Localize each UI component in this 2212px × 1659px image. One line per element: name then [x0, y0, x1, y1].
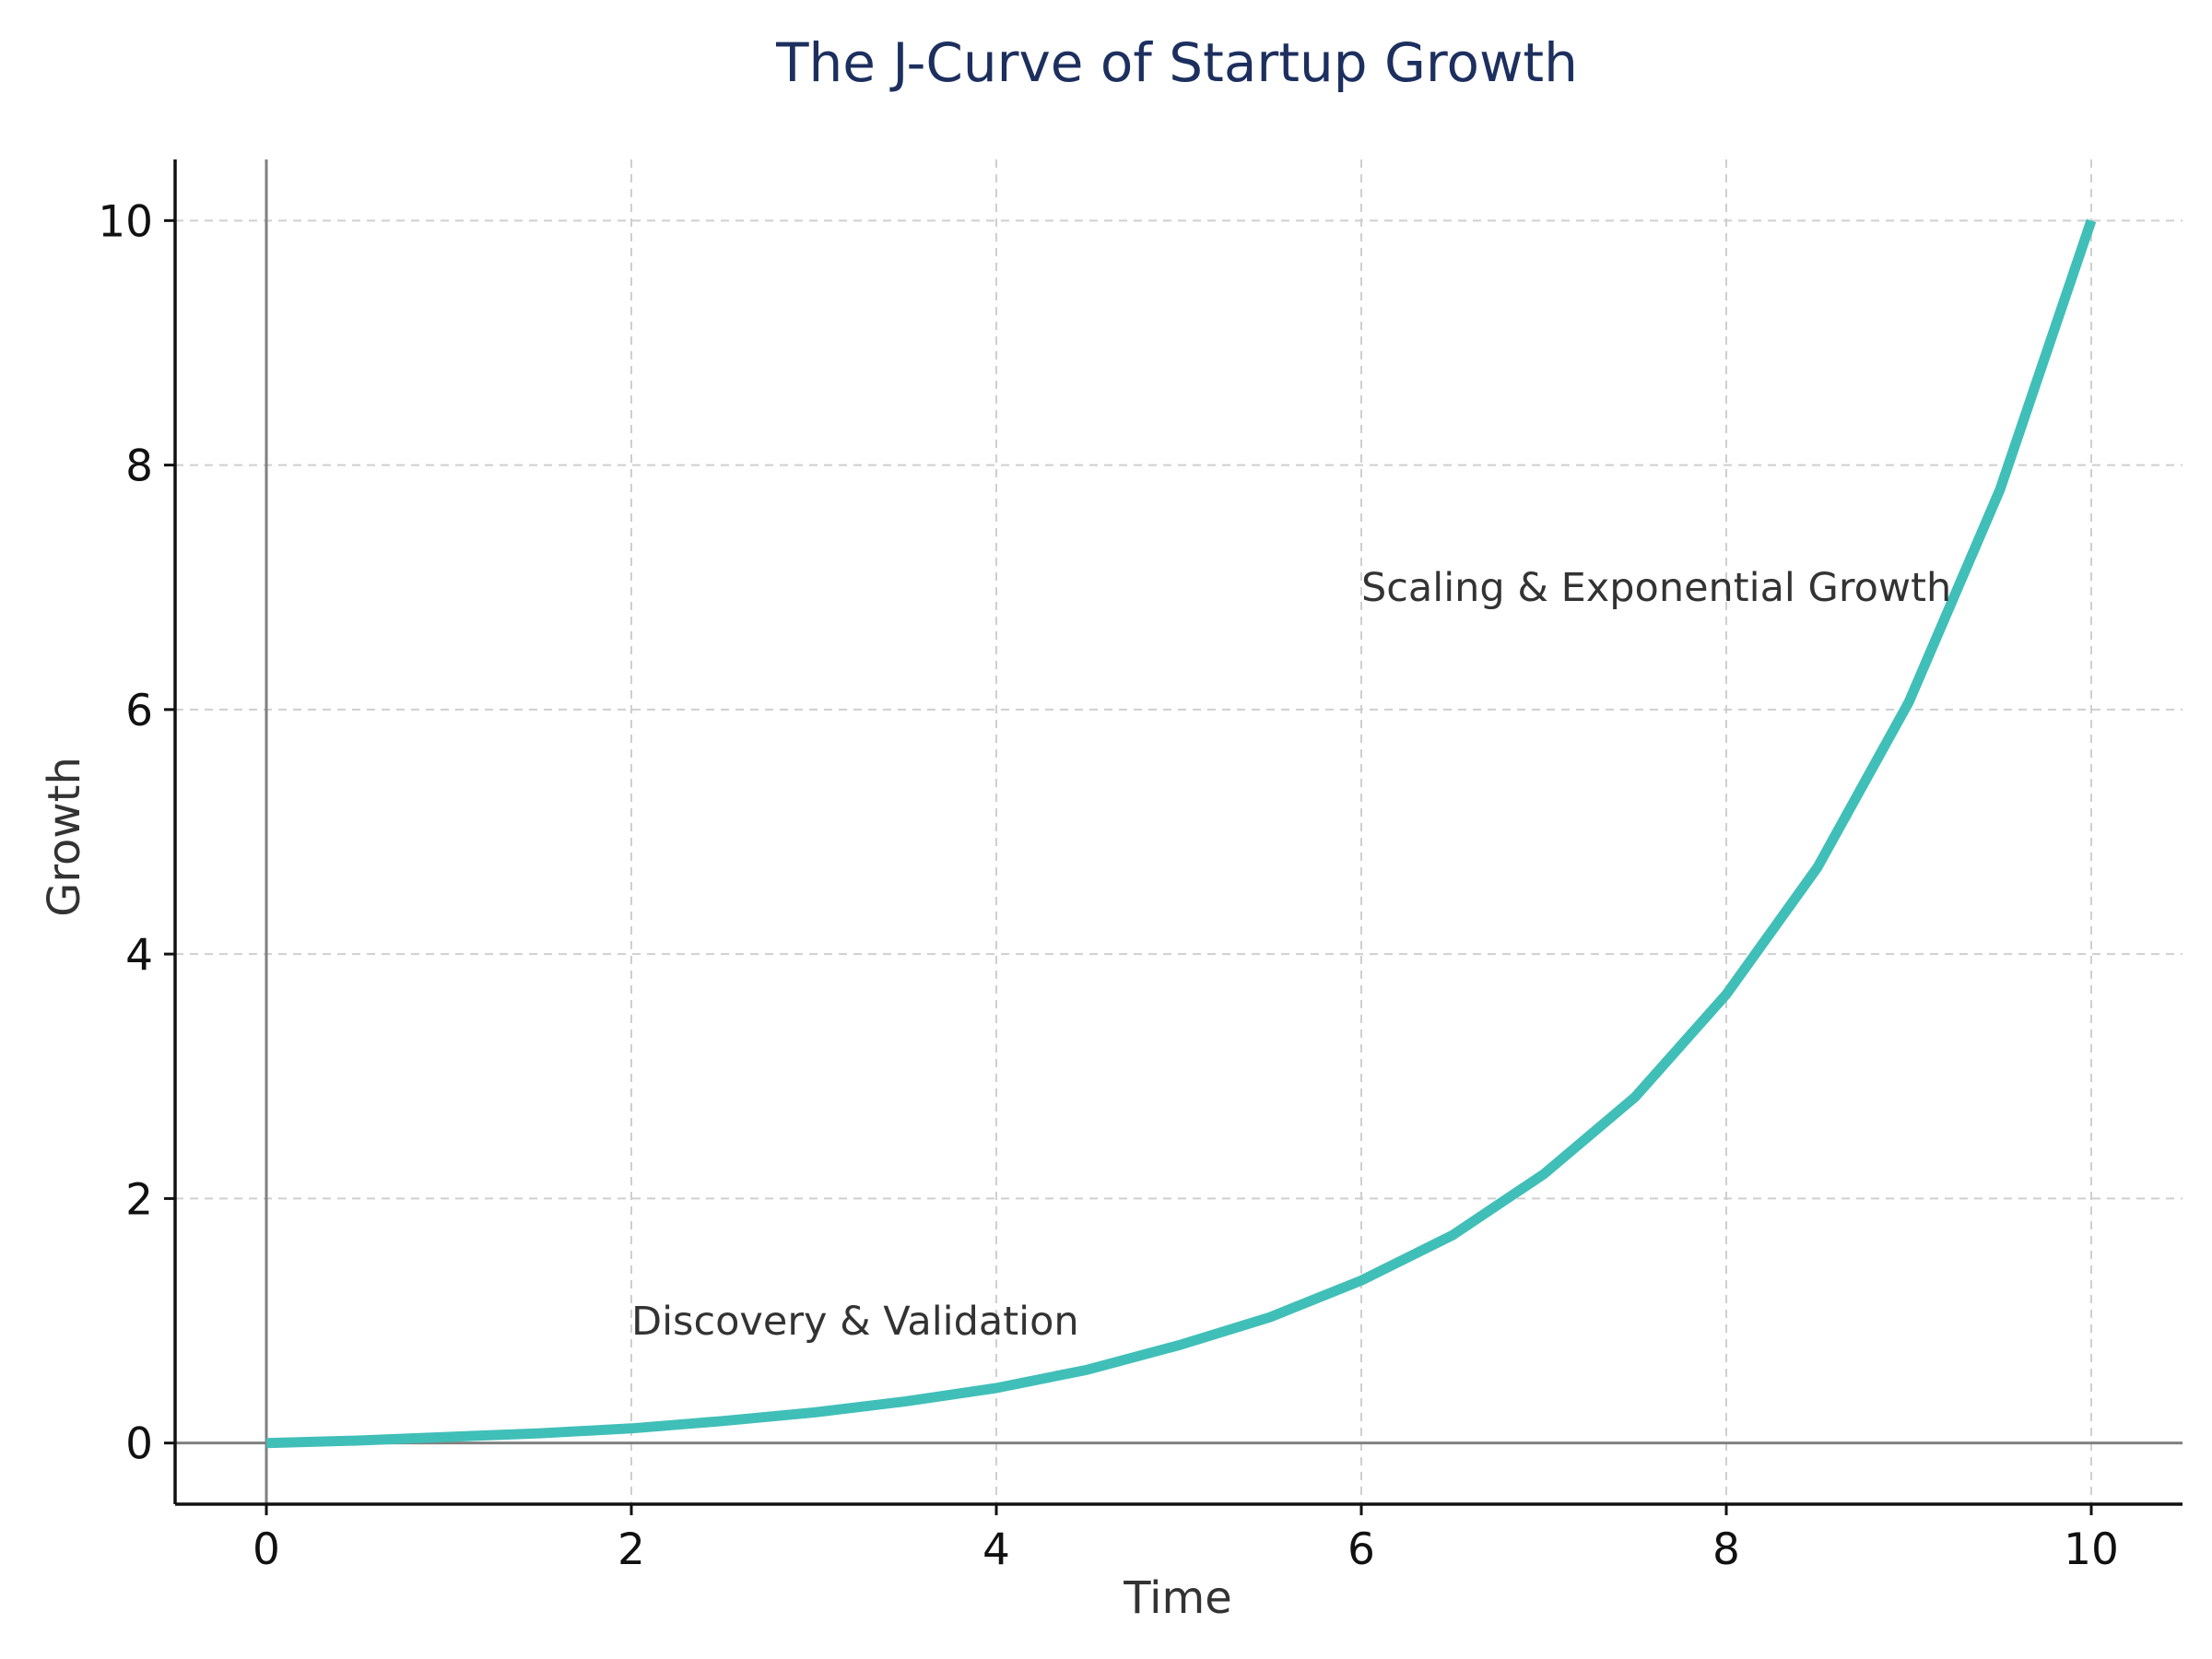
y-tick-label-4: 8	[125, 441, 153, 492]
x-axis-label: Time	[1123, 1572, 1231, 1624]
y-axis-label: Growth	[39, 757, 90, 917]
axes	[164, 159, 2183, 1515]
chart-title: The J-Curve of Startup Growth	[775, 31, 1578, 94]
reference-lines	[175, 159, 2183, 1504]
annotation-1: Scaling & Exponential Growth	[1361, 565, 1951, 611]
series-layer	[265, 218, 2097, 1449]
y-tick-label-2: 4	[125, 930, 153, 981]
grid-lines	[175, 159, 2183, 1504]
x-tick-label-0: 0	[253, 1524, 280, 1575]
y-tick-label-0: 0	[125, 1419, 153, 1470]
y-tick-label-1: 2	[125, 1174, 153, 1225]
annotation-0: Discovery & Validation	[631, 1299, 1079, 1345]
x-tick-label-3: 6	[1347, 1524, 1375, 1575]
x-tick-label-1: 2	[618, 1524, 645, 1575]
tick-labels: 0 2 4 6 8 10 0 2 4 6 8 10	[98, 196, 2119, 1575]
series-line-0	[265, 218, 2097, 1449]
x-tick-label-2: 4	[982, 1524, 1010, 1575]
y-tick-label-5: 10	[98, 196, 153, 247]
annotations: Discovery & Validation Scaling & Exponent…	[631, 565, 1951, 1345]
x-tick-label-5: 10	[2064, 1524, 2119, 1575]
x-tick-label-4: 8	[1712, 1524, 1740, 1575]
y-tick-label-3: 6	[125, 686, 153, 736]
